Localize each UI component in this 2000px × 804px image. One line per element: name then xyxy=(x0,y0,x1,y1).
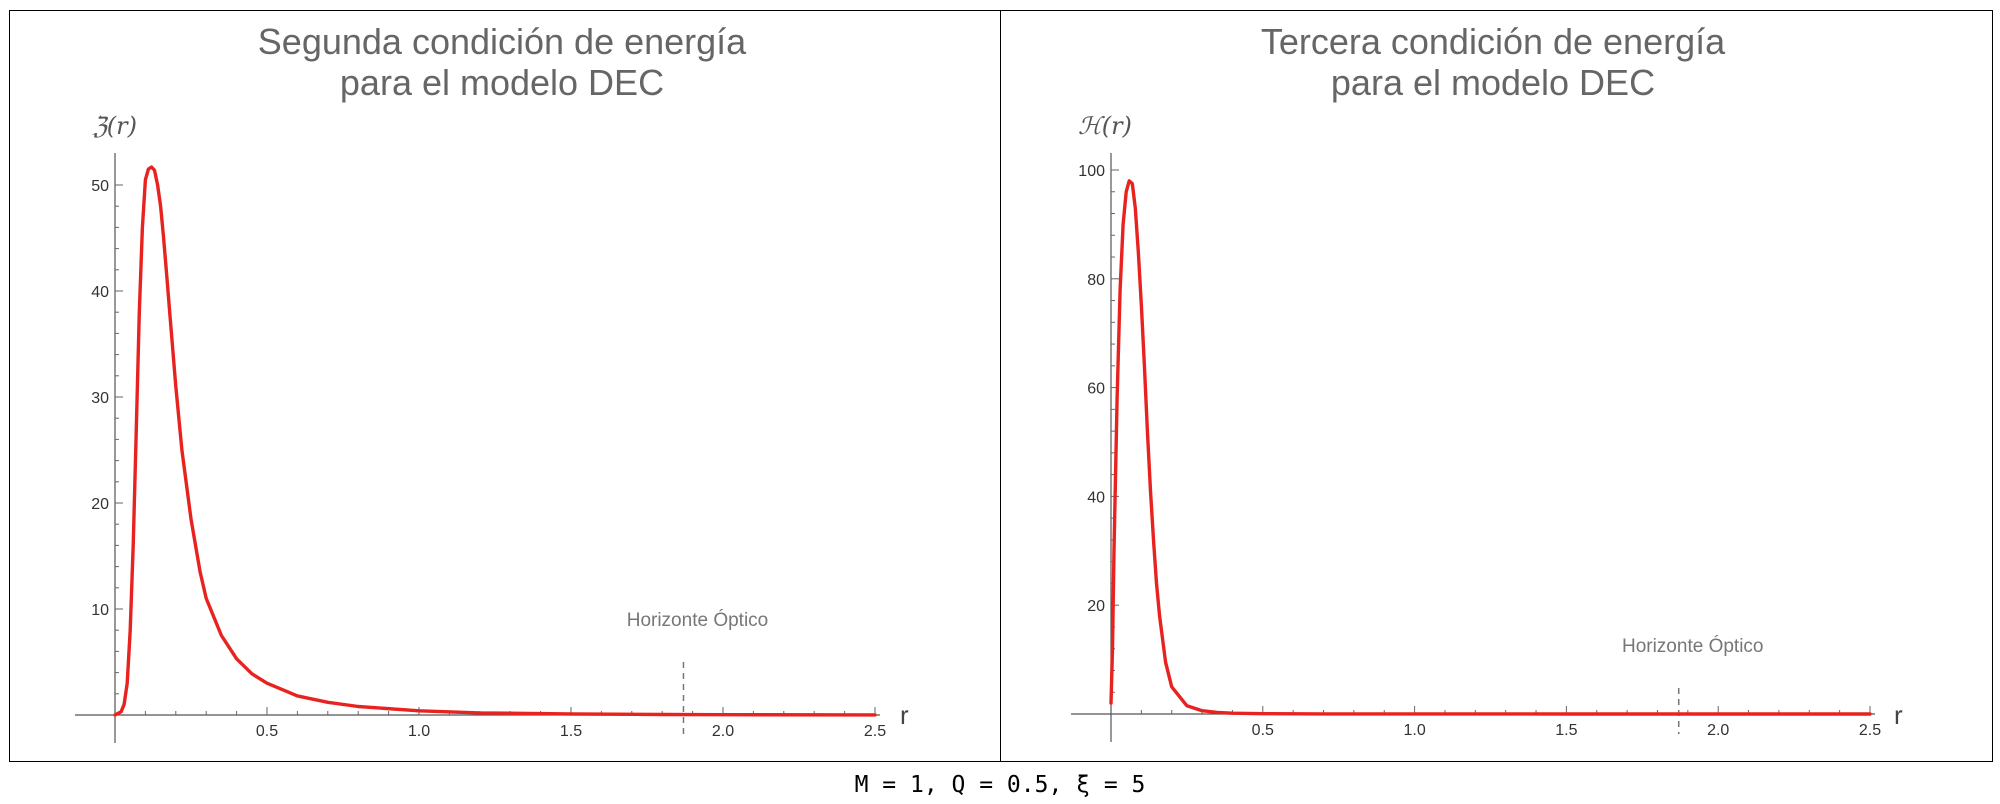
chart-right: Tercera condición de energía para el mod… xyxy=(1071,21,1903,742)
panel-divider xyxy=(1000,10,1001,762)
chart-left: Segunda condición de energía para el mod… xyxy=(75,21,909,743)
x-tick-label: 1.5 xyxy=(1555,722,1577,739)
y-tick-label: 60 xyxy=(1087,381,1105,398)
x-axis-label: r xyxy=(1894,700,1903,730)
y-tick-label: 40 xyxy=(1087,489,1105,506)
chart-subtitle: para el modelo DEC xyxy=(1331,62,1655,103)
series-curve xyxy=(113,165,877,717)
series-curve xyxy=(1109,179,1872,716)
chart-subtitle: para el modelo DEC xyxy=(340,62,664,103)
x-tick-label: 1.0 xyxy=(1403,722,1425,739)
plot-area: 0.5 1.0 1.5 2.0 2.5 10 20 30 40 50 Horizonte Óptic… xyxy=(75,153,886,743)
x-tick-label: 1.5 xyxy=(560,723,582,740)
x-tick-label: 2.0 xyxy=(712,723,734,740)
x-tick-label: 1.0 xyxy=(408,723,430,740)
y-tick-label: 20 xyxy=(91,496,109,513)
x-tick-label: 2.0 xyxy=(1707,722,1729,739)
x-tick-label: 2.5 xyxy=(1859,722,1881,739)
y-tick-label: 30 xyxy=(91,390,109,407)
plot-area: 0.5 1.0 1.5 2.0 2.5 20 40 60 80 100 Horizonte Ópti… xyxy=(1071,153,1881,742)
x-axis-label: r xyxy=(900,700,909,730)
y-tick-label: 50 xyxy=(91,178,109,195)
y-tick-label: 10 xyxy=(91,602,109,619)
y-tick-label: 40 xyxy=(91,284,109,301)
chart-title: Segunda condición de energía xyxy=(258,21,747,62)
x-tick-label: 0.5 xyxy=(1252,722,1274,739)
y-tick-label: 80 xyxy=(1087,272,1105,289)
y-tick-label: 100 xyxy=(1078,163,1105,180)
chart-title: Tercera condición de energía xyxy=(1261,21,1726,62)
optical-horizon-label: Horizonte Óptico xyxy=(627,609,769,631)
parameters-caption: M = 1, Q = 0.5, ξ = 5 xyxy=(854,772,1146,798)
optical-horizon-label: Horizonte Óptico xyxy=(1622,635,1764,657)
y-axis-label: ℨ(r) xyxy=(92,112,137,140)
x-tick-label: 0.5 xyxy=(256,723,278,740)
x-tick-label: 2.5 xyxy=(864,723,886,740)
figure-frame xyxy=(9,10,1993,762)
y-tick-label: 20 xyxy=(1087,598,1105,615)
y-axis-label: ℋ(r) xyxy=(1078,112,1132,140)
